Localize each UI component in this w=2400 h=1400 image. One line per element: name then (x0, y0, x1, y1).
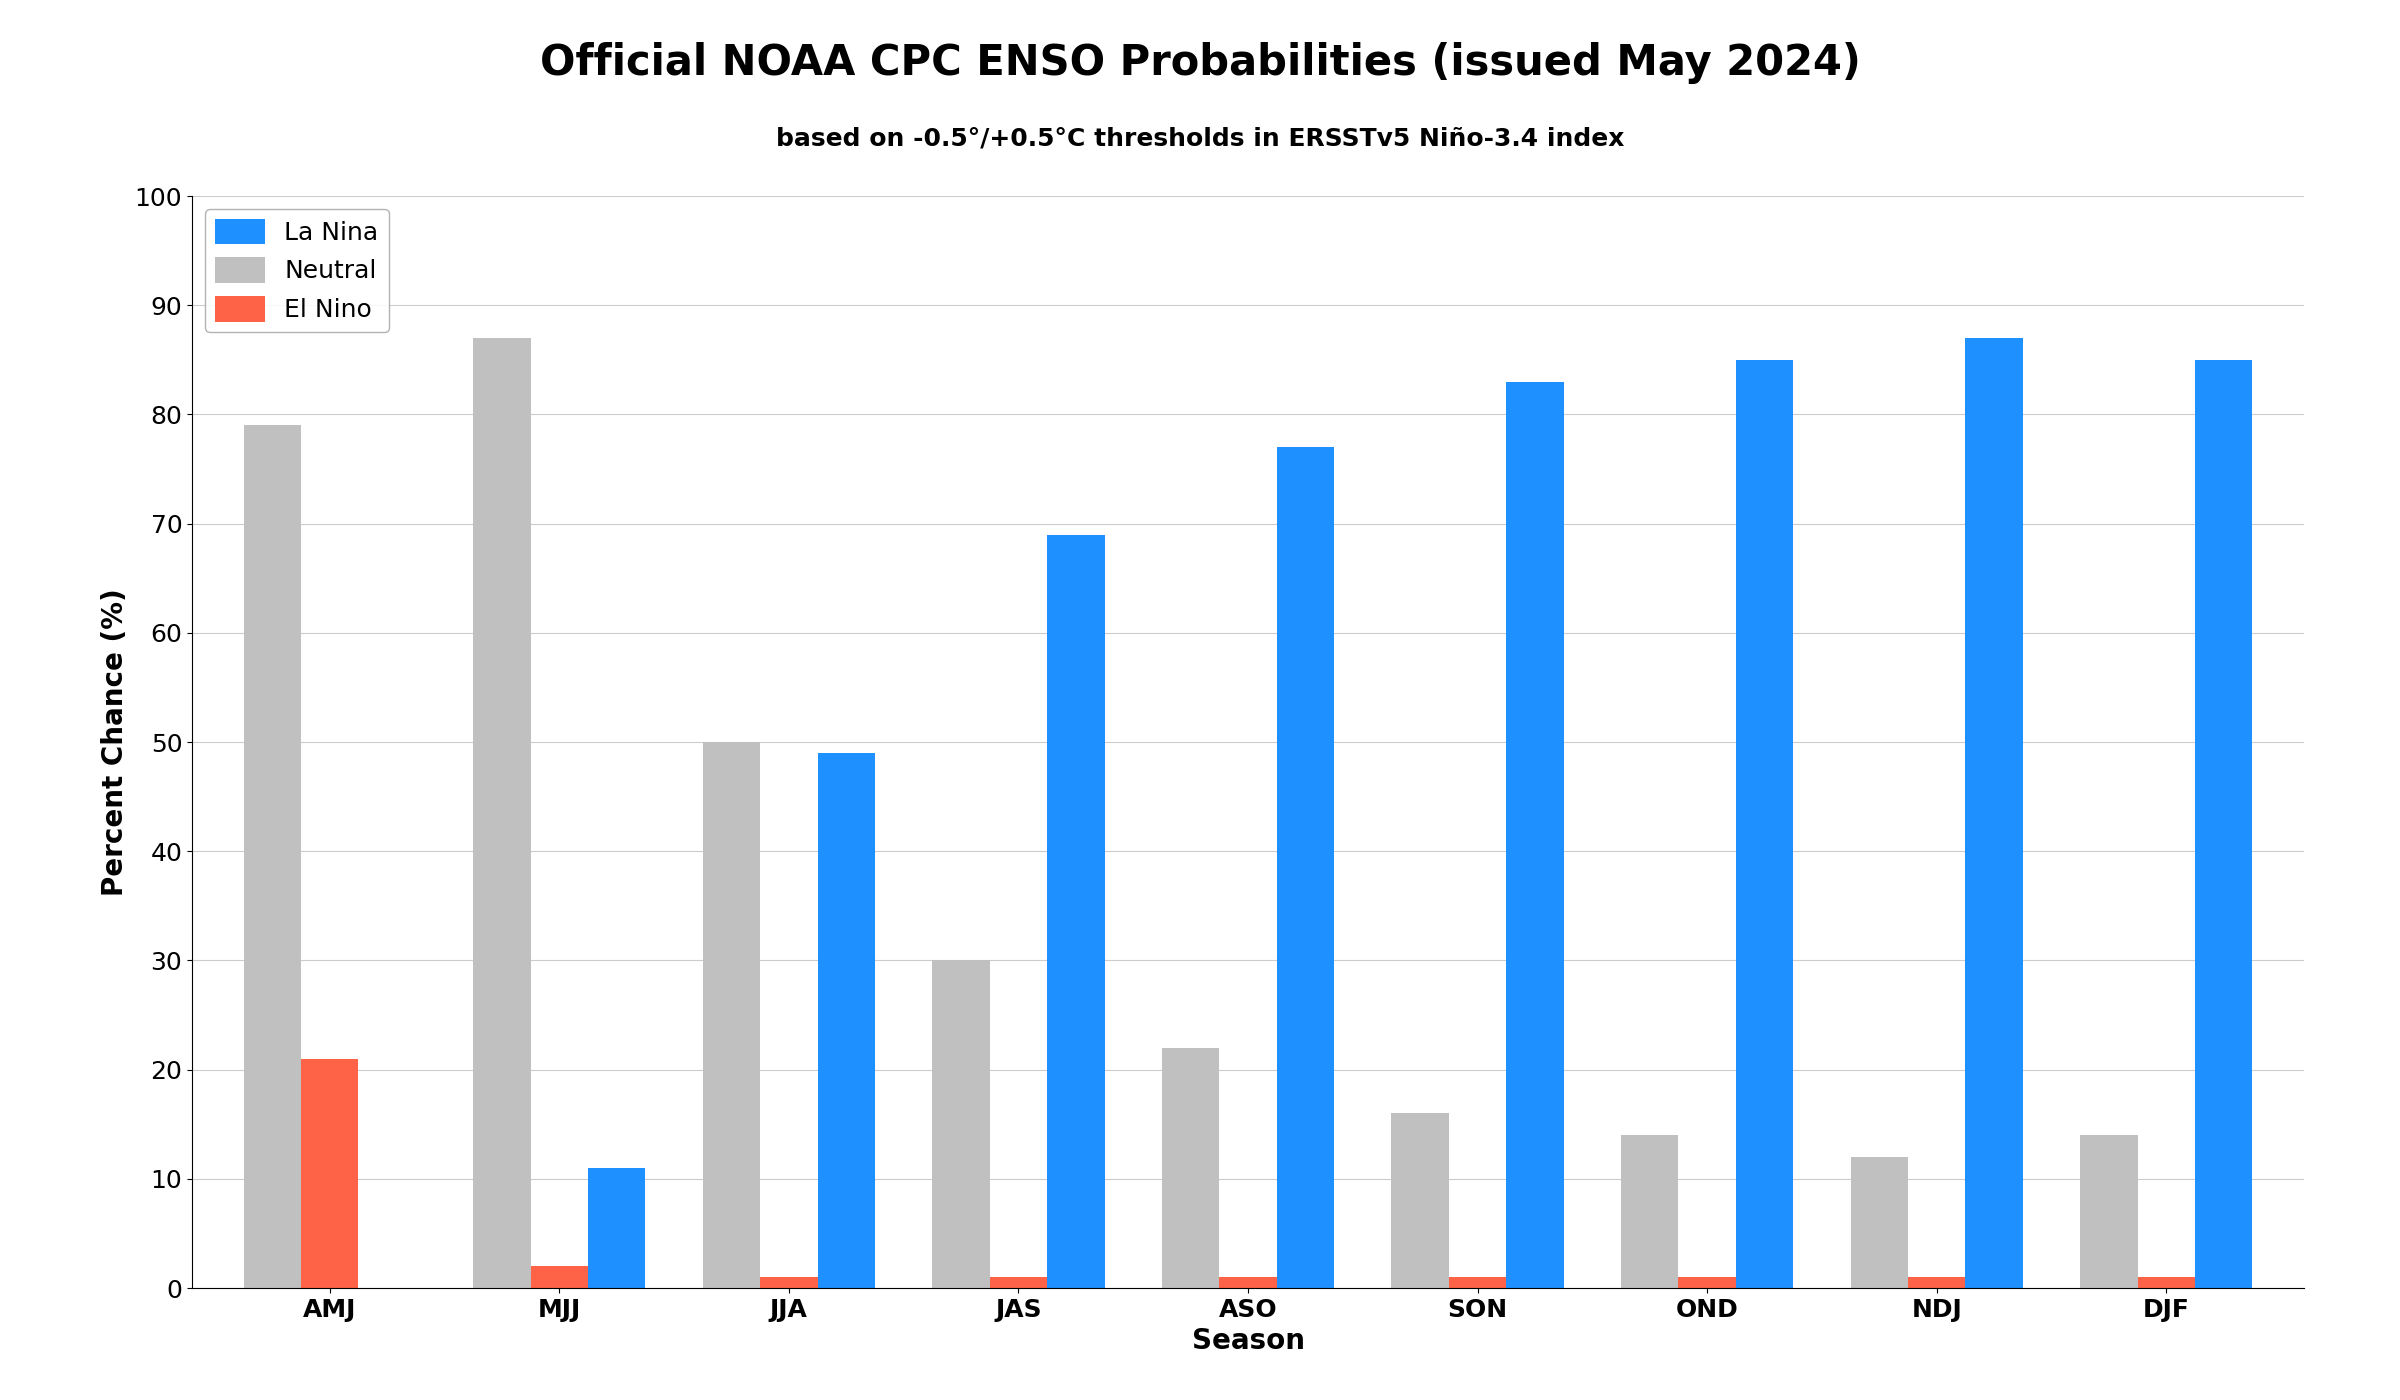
Bar (1450, 1277, 1507, 1288)
Bar (931, 960, 989, 1288)
Legend: La Nina, Neutral, El Nino: La Nina, Neutral, El Nino (204, 209, 389, 332)
Bar (989, 1277, 1046, 1288)
Bar (761, 1277, 818, 1288)
Bar (1966, 337, 2023, 1288)
Bar (588, 1168, 646, 1288)
Bar (1162, 1047, 1219, 1288)
Bar (245, 426, 300, 1288)
Bar (2196, 360, 2251, 1288)
Bar (1735, 360, 1793, 1288)
Y-axis label: Percent Chance (%): Percent Chance (%) (101, 588, 130, 896)
Bar (1277, 447, 1334, 1288)
X-axis label: Season: Season (1190, 1327, 1306, 1355)
Bar (1620, 1135, 1678, 1288)
Bar (473, 337, 530, 1288)
Bar (1678, 1277, 1735, 1288)
Bar (530, 1266, 588, 1288)
Bar (2081, 1135, 2138, 1288)
Text: based on -0.5°/+0.5°C thresholds in ERSSTv5 Niño-3.4 index: based on -0.5°/+0.5°C thresholds in ERSS… (775, 126, 1625, 150)
Bar (1046, 535, 1104, 1288)
Bar (818, 753, 876, 1288)
Bar (1392, 1113, 1450, 1288)
Bar (2138, 1277, 2196, 1288)
Bar (1850, 1156, 1908, 1288)
Bar (300, 1058, 358, 1288)
Bar (1219, 1277, 1277, 1288)
Bar (1908, 1277, 1966, 1288)
Bar (1507, 382, 1565, 1288)
Text: Official NOAA CPC ENSO Probabilities (issued May 2024): Official NOAA CPC ENSO Probabilities (is… (540, 42, 1860, 84)
Bar (703, 742, 761, 1288)
